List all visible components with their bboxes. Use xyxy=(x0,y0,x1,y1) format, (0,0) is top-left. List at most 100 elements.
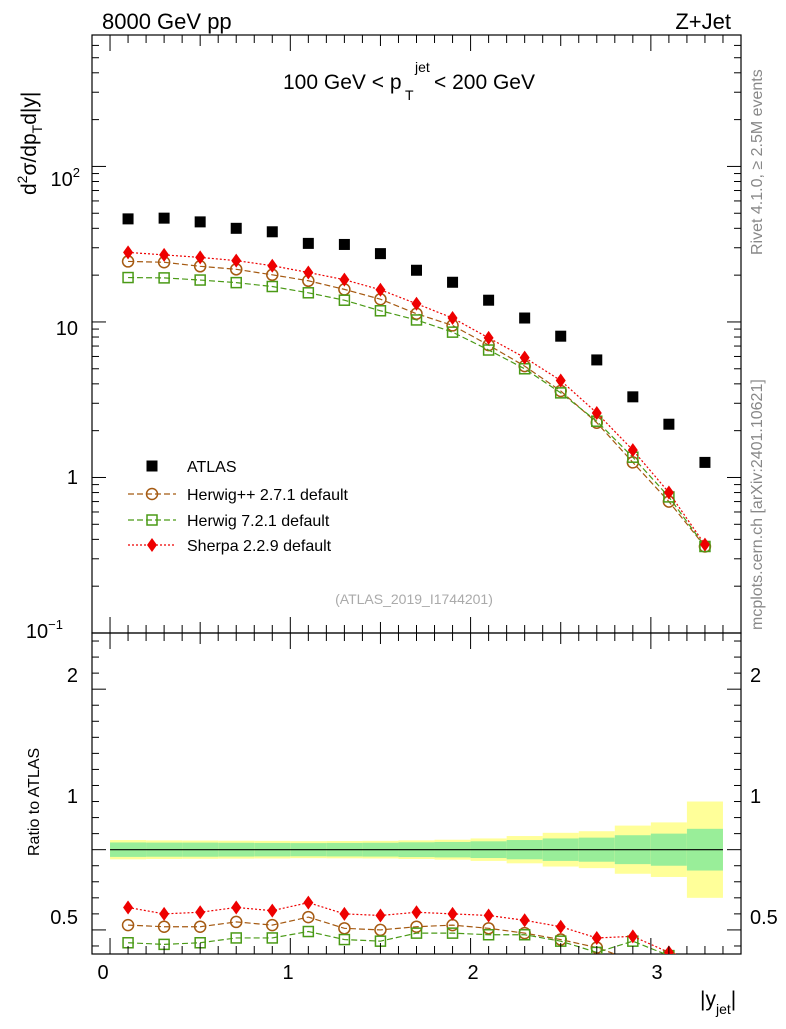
data-point-sherpa-2-2-9-default xyxy=(411,296,422,311)
data-point-atlas xyxy=(699,456,711,468)
x-axis-label: |yjet| xyxy=(700,988,736,1017)
data-point-sherpa-2-2-9-default xyxy=(555,373,566,388)
ratio-series-herwig-2-7-1-default xyxy=(121,910,710,969)
legend-marker-herwig-2-7-1-default xyxy=(145,487,159,501)
series-atlas xyxy=(122,212,711,468)
data-point-sherpa-2-2-9-default xyxy=(195,250,206,265)
data-point-atlas xyxy=(627,391,639,403)
ratio-point-herwig-7-2-1-default xyxy=(410,927,423,939)
data-point-atlas xyxy=(447,276,459,288)
ratio-point-herwig-7-2-1-default xyxy=(230,932,242,944)
ratio-point-herwig-2-7-1-default xyxy=(699,958,710,969)
data-point-atlas xyxy=(266,226,278,238)
ratio-point-herwig-2-7-1-default xyxy=(302,910,315,924)
data-point-atlas xyxy=(302,237,314,249)
ratio-point-herwig-2-7-1-default xyxy=(266,918,279,932)
legend-label-herwigpp: Herwig++ 2.7.1 default xyxy=(187,487,349,504)
header-left: 8000 GeV pp xyxy=(102,9,232,34)
data-point-herwig-7-2-1-default xyxy=(374,305,387,317)
series-line-herwig-2-7-1-default xyxy=(128,260,706,547)
main-series-group xyxy=(121,212,712,553)
ratio-point-sherpa-2-2-9-default xyxy=(267,903,278,918)
ratio-y-tick-0-5-right: 0.5 xyxy=(750,907,778,929)
ratio-y-axis-label: Ratio to ATLAS xyxy=(26,748,43,856)
ratio-series-sherpa-2-2-9-default xyxy=(123,895,678,954)
main-y-axis-label: d2σ/dpTd|y| xyxy=(14,92,45,195)
data-point-sherpa-2-2-9-default xyxy=(483,330,494,345)
ratio-point-herwig-2-7-1-default xyxy=(627,955,638,966)
ratio-y-tick-0-5: 0.5 xyxy=(50,907,78,929)
ratio-point-sherpa-2-2-9-default xyxy=(519,913,530,928)
ratio-point-herwig-7-2-1-default xyxy=(266,932,279,944)
data-point-herwig-7-2-1-default xyxy=(554,387,567,399)
data-point-sherpa-2-2-9-default xyxy=(231,253,242,268)
series-line-sherpa-2-2-9-default xyxy=(128,251,706,545)
ratio-point-herwig-2-7-1-default xyxy=(157,920,171,933)
ratio-point-sherpa-2-2-9-default xyxy=(375,908,386,923)
ratio-y-tick-1-right: 1 xyxy=(750,786,761,808)
mcplots-label: mcplots.cern.ch [arXiv:2401.10621] xyxy=(749,379,766,630)
data-point-herwig-7-2-1-default xyxy=(266,280,279,293)
ratio-y-tick-labels-left: 0.5 1 2 xyxy=(50,665,78,929)
header-right: Z+Jet xyxy=(675,9,731,34)
data-point-atlas xyxy=(158,212,170,224)
legend-label-atlas: ATLAS xyxy=(187,459,237,476)
data-point-herwig-7-2-1-default xyxy=(302,287,315,299)
ratio-point-sherpa-2-2-9-default xyxy=(627,929,638,944)
data-point-sherpa-2-2-9-default xyxy=(267,258,278,273)
data-point-herwig-7-2-1-default xyxy=(338,294,351,306)
ratio-point-sherpa-2-2-9-default xyxy=(411,905,422,920)
data-point-sherpa-2-2-9-default xyxy=(375,282,386,297)
ratio-point-herwig-2-7-1-default xyxy=(482,922,495,935)
ratio-line-herwig-2-7-1-default xyxy=(128,916,617,954)
data-point-atlas xyxy=(230,222,242,234)
legend: ATLAS Herwig++ 2.7.1 default Herwig 7.2.… xyxy=(128,459,349,555)
ratio-point-sherpa-2-2-9-default xyxy=(303,895,314,910)
main-y-tick-labels: 102 10 1 10−1 xyxy=(26,165,80,643)
x-tick-2: 2 xyxy=(467,962,478,984)
series-line-herwig-7-2-1-default xyxy=(128,276,706,547)
legend-marker-atlas xyxy=(146,460,158,472)
ratio-axis-ticks xyxy=(92,633,742,954)
data-point-atlas xyxy=(663,418,675,430)
ratio-point-herwig-7-2-1-default xyxy=(700,959,710,969)
ratio-point-sherpa-2-2-9-default xyxy=(447,906,458,921)
data-point-sherpa-2-2-9-default xyxy=(303,265,314,280)
title-post: < 200 GeV xyxy=(434,71,535,94)
data-point-sherpa-2-2-9-default xyxy=(519,350,530,365)
legend-marker-herwig-7-2-1-default xyxy=(146,514,158,526)
series-herwig-7-2-1-default xyxy=(122,271,711,553)
main-axis-ticks xyxy=(92,34,742,634)
ratio-series-group xyxy=(121,895,710,969)
data-point-atlas xyxy=(555,330,567,342)
title-sub: T xyxy=(405,87,414,103)
data-point-sherpa-2-2-9-default xyxy=(663,485,674,500)
ratio-point-sherpa-2-2-9-default xyxy=(483,908,494,923)
data-point-atlas xyxy=(122,213,134,225)
x-tick-1: 1 xyxy=(282,962,293,984)
x-tick-3: 3 xyxy=(651,962,662,984)
x-tick-0: 0 xyxy=(97,962,108,984)
ratio-point-herwig-7-2-1-default xyxy=(338,933,351,946)
data-point-atlas xyxy=(519,312,531,324)
ratio-point-sherpa-2-2-9-default xyxy=(231,900,242,915)
data-point-atlas xyxy=(194,216,206,228)
ratio-uncertainty-bands xyxy=(110,801,723,898)
ratio-point-herwig-2-7-1-default xyxy=(121,918,135,932)
data-point-atlas xyxy=(483,294,495,306)
data-point-atlas xyxy=(338,238,350,250)
rivet-label: Rivet 4.1.0, ≥ 2.5M events xyxy=(749,69,766,255)
y-tick-label-100: 102 xyxy=(51,165,80,191)
ratio-point-herwig-7-2-1-default xyxy=(482,928,495,941)
ratio-point-herwig-2-7-1-default xyxy=(193,920,207,933)
x-tick-labels: 0 1 2 3 xyxy=(97,962,662,984)
ratio-point-sherpa-2-2-9-default xyxy=(195,905,206,920)
data-point-herwig-7-2-1-default xyxy=(194,274,206,286)
data-point-atlas xyxy=(374,248,386,260)
data-point-herwig-7-2-1-default xyxy=(122,271,134,284)
legend-label-herwig7: Herwig 7.2.1 default xyxy=(187,513,330,530)
y-tick-label-1: 1 xyxy=(67,467,78,489)
ratio-point-herwig-7-2-1-default xyxy=(518,928,531,941)
legend-label-sherpa: Sherpa 2.2.9 default xyxy=(187,538,332,555)
ratio-point-sherpa-2-2-9-default xyxy=(591,930,602,945)
